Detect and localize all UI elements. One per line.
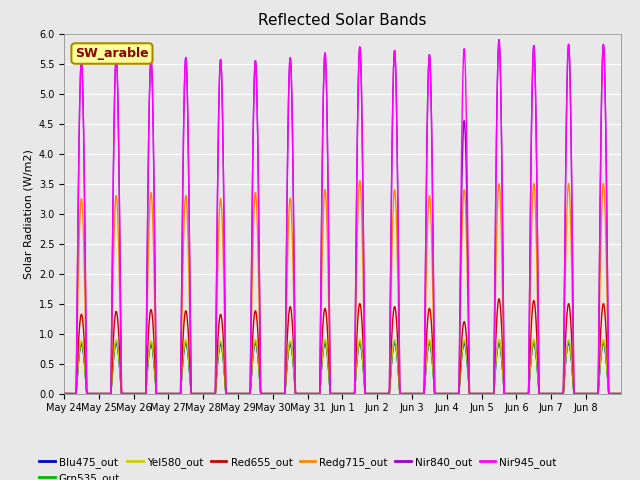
Red655_out [609,391,617,396]
Nir945_out [495,38,503,44]
Nir840_out [376,391,383,396]
Redg715_out [609,391,617,396]
Yel580_out [541,391,549,396]
Nir840_out [617,391,625,396]
Yel580_out [236,391,244,396]
Nir945_out [510,391,518,396]
Line: Redg715_out: Redg715_out [64,181,621,394]
Red655_out [617,391,625,396]
Redg715_out [510,391,518,396]
Red655_out [542,391,550,396]
Blu475_out [600,340,607,346]
Redg715_out [60,391,68,396]
Nir840_out [495,37,503,43]
Grn535_out [236,391,244,396]
Grn535_out [609,391,617,396]
Nir840_out [542,391,550,396]
Red655_out [510,391,518,396]
Nir945_out [116,216,124,222]
Blu475_out [510,391,518,396]
Red655_out [495,296,503,302]
Redg715_out [356,178,364,184]
Yel580_out [609,391,617,396]
Nir945_out [376,391,383,396]
Grn535_out [510,391,518,396]
Yel580_out [617,391,625,396]
Blu475_out [60,391,68,396]
Grn535_out [600,339,607,345]
Redg715_out [236,391,244,396]
Title: Reflected Solar Bands: Reflected Solar Bands [258,13,427,28]
Blu475_out [541,391,549,396]
Grn535_out [376,391,383,396]
Grn535_out [617,391,625,396]
Nir945_out [617,391,625,396]
Red655_out [60,391,68,396]
Nir840_out [609,391,617,396]
Nir840_out [60,391,68,396]
Blu475_out [617,391,625,396]
Grn535_out [116,364,124,370]
Grn535_out [60,391,68,396]
Nir945_out [60,391,68,396]
Text: SW_arable: SW_arable [75,47,148,60]
Line: Red655_out: Red655_out [64,299,621,394]
Y-axis label: Solar Radiation (W/m2): Solar Radiation (W/m2) [23,149,33,278]
Blu475_out [376,391,383,396]
Red655_out [116,348,124,354]
Redg715_out [617,391,625,396]
Yel580_out [510,391,518,396]
Yel580_out [60,391,68,396]
Line: Grn535_out: Grn535_out [64,342,621,394]
Line: Nir840_out: Nir840_out [64,40,621,394]
Line: Yel580_out: Yel580_out [64,340,621,394]
Redg715_out [542,391,550,396]
Yel580_out [116,363,124,369]
Nir840_out [510,391,518,396]
Red655_out [236,391,244,396]
Nir840_out [116,216,124,222]
Blu475_out [609,391,617,396]
Yel580_out [600,337,607,343]
Line: Nir945_out: Nir945_out [64,41,621,394]
Nir945_out [236,391,244,396]
Nir945_out [542,391,550,396]
Red655_out [376,391,383,396]
Legend: Blu475_out, Grn535_out, Yel580_out, Red655_out, Redg715_out, Nir840_out, Nir945_: Blu475_out, Grn535_out, Yel580_out, Red6… [35,453,561,480]
Line: Blu475_out: Blu475_out [64,343,621,394]
Blu475_out [236,391,244,396]
Grn535_out [541,391,549,396]
Nir945_out [609,391,617,396]
Yel580_out [376,391,383,396]
Redg715_out [376,391,384,396]
Blu475_out [116,365,124,371]
Nir840_out [236,391,244,396]
Redg715_out [116,288,124,294]
